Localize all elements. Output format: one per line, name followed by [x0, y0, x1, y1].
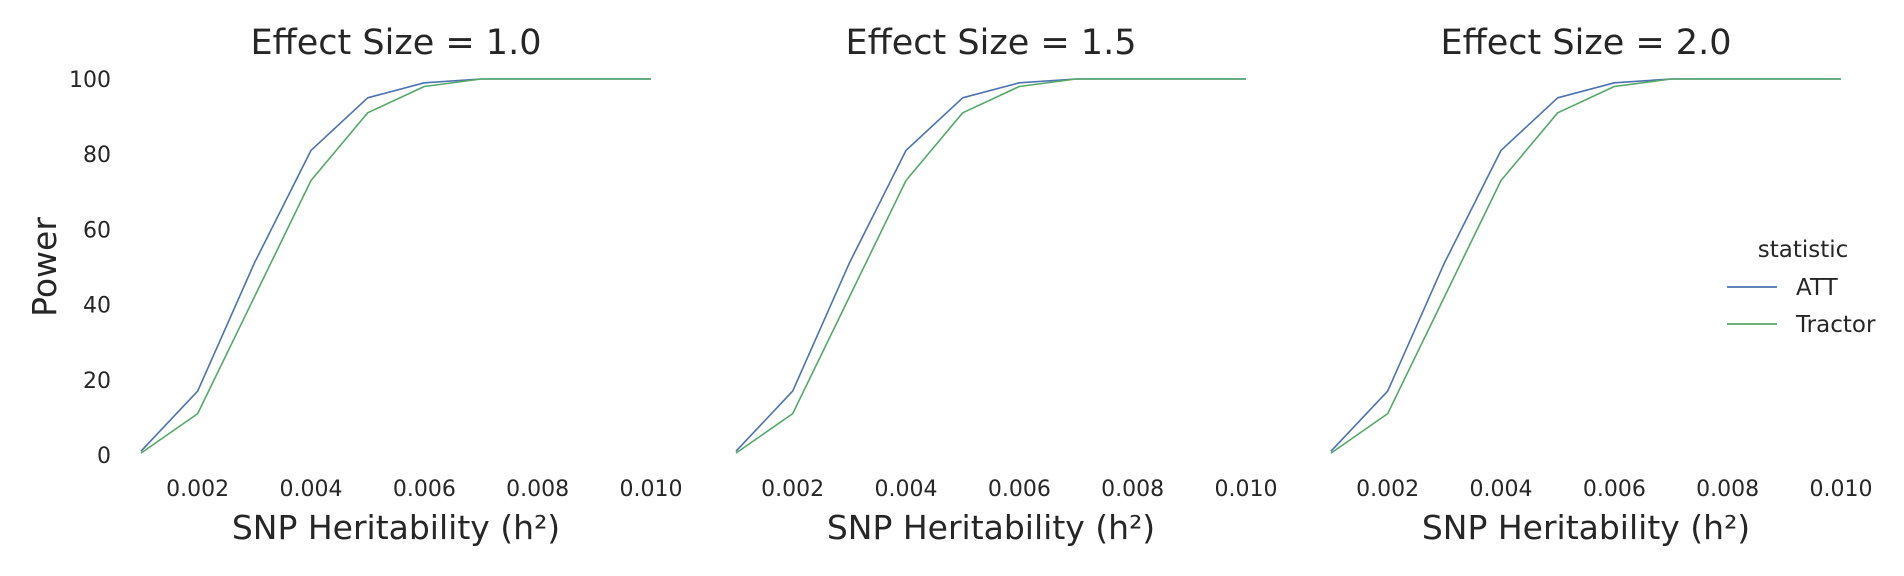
y-axis-label: Power [25, 217, 64, 317]
y-tick-label: 0 [97, 444, 111, 469]
y-tick-label: 60 [83, 218, 111, 243]
panel-title-3: Effect Size = 2.0 [1441, 23, 1732, 63]
x-axis-label: SNP Heritability (h²) [827, 508, 1155, 547]
series-line-att [735, 78, 1246, 452]
legend-label-att: ATT [1796, 275, 1839, 301]
x-axis-label: SNP Heritability (h²) [232, 508, 560, 547]
x-tick-label: 0.002 [1356, 477, 1419, 502]
x-tick-label: 0.004 [1470, 477, 1533, 502]
x-tick-label: 0.002 [761, 477, 824, 502]
y-tick-label: 100 [69, 68, 111, 93]
x-tick-label: 0.004 [280, 477, 343, 502]
series-line-att [1330, 78, 1841, 452]
panel-title-1: Effect Size = 1.0 [251, 23, 542, 63]
series-line-att [140, 78, 651, 452]
x-tick-label: 0.006 [393, 477, 456, 502]
legend-title: statistic [1758, 237, 1849, 263]
y-tick-label: 80 [83, 143, 111, 168]
x-tick-label: 0.002 [166, 477, 229, 502]
x-tick-label: 0.010 [620, 477, 683, 502]
y-tick-label: 20 [83, 369, 111, 394]
series-line-tractor [735, 78, 1246, 454]
legend-label-tractor: Tractor [1795, 312, 1876, 338]
x-axis-label: SNP Heritability (h²) [1422, 508, 1750, 547]
panel-title-2: Effect Size = 1.5 [846, 23, 1137, 63]
series-line-tractor [1330, 78, 1841, 454]
x-tick-label: 0.006 [1583, 477, 1646, 502]
x-tick-label: 0.006 [988, 477, 1051, 502]
x-tick-label: 0.010 [1215, 477, 1278, 502]
x-tick-label: 0.008 [1101, 477, 1164, 502]
x-tick-label: 0.008 [1696, 477, 1759, 502]
x-tick-label: 0.010 [1810, 477, 1873, 502]
y-tick-label: 40 [83, 294, 111, 319]
series-line-tractor [140, 78, 651, 454]
x-tick-label: 0.008 [506, 477, 569, 502]
x-tick-label: 0.004 [875, 477, 938, 502]
